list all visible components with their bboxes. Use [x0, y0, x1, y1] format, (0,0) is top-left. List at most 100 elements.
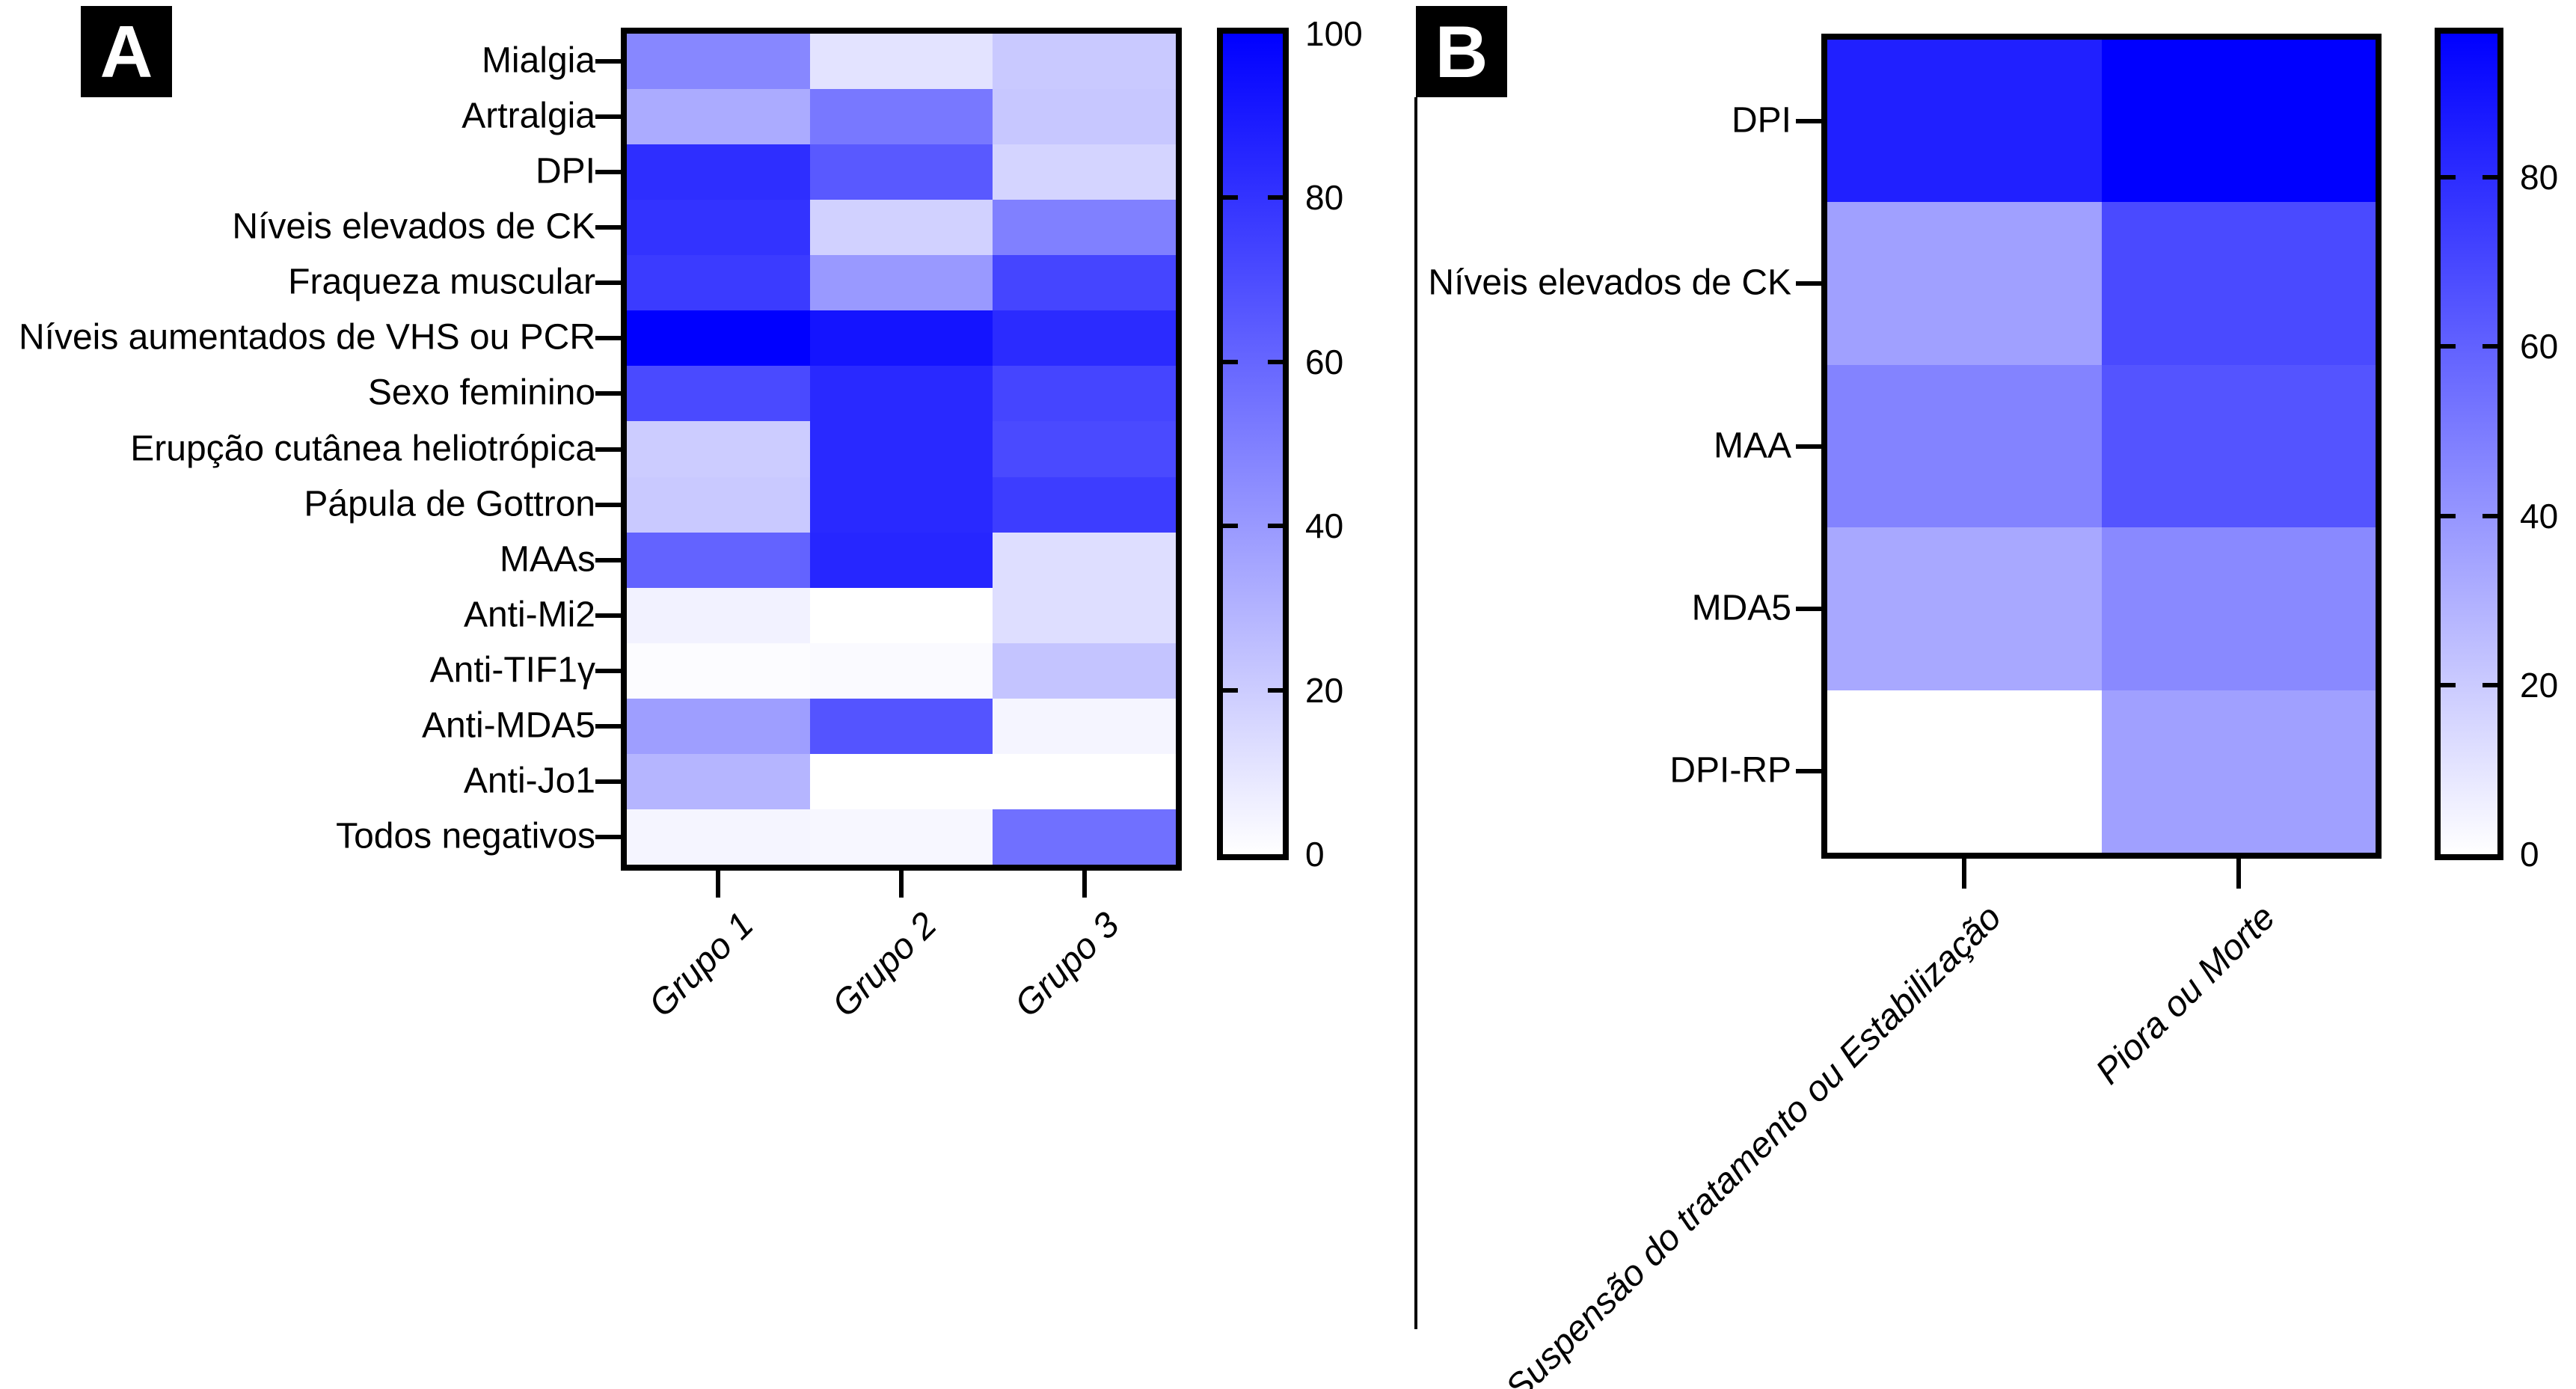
- row-tick: [595, 557, 621, 562]
- heatmap-cell: [993, 200, 1176, 256]
- heatmap-cell: [993, 366, 1176, 422]
- panel-b-row-labels: DPI Níveis elevados de CK MAA MDA5 DPI-RP: [1421, 40, 1796, 853]
- row-label: Artralgia: [461, 96, 595, 136]
- heatmap-cell: [1827, 202, 2102, 365]
- heatmap-cell: [627, 421, 810, 477]
- row-label: Sexo feminino: [367, 373, 595, 414]
- row-label: MDA5: [1691, 588, 1791, 628]
- colorbar-tick: [2483, 682, 2497, 687]
- heatmap-cell: [809, 89, 993, 145]
- heatmap-cell: [993, 698, 1176, 754]
- heatmap-cell: [627, 34, 810, 90]
- heatmap-cell: [993, 310, 1176, 367]
- row-label: DPI: [535, 151, 595, 191]
- heatmap-cell: [809, 698, 993, 754]
- heatmap-cell: [993, 587, 1176, 643]
- heatmap-cell: [627, 753, 810, 809]
- panel-b-label: B: [1435, 10, 1488, 93]
- row-tick: [1796, 606, 1821, 611]
- heatmap-cell: [627, 89, 810, 145]
- row-tick: [595, 225, 621, 230]
- column-tick: [899, 871, 904, 898]
- colorbar-tick-label: 100: [1305, 14, 1363, 53]
- heatmap-cell: [1827, 364, 2102, 528]
- heatmap-cell: [809, 753, 993, 809]
- panel-a-colorbar: [1217, 28, 1289, 860]
- column-tick: [716, 871, 721, 898]
- heatmap-cell: [627, 476, 810, 533]
- colorbar-tick-label: 0: [1305, 835, 1325, 874]
- heatmap-cell: [627, 200, 810, 256]
- colorbar-tick-label: 60: [2520, 327, 2559, 367]
- row-tick: [595, 114, 621, 120]
- column-tick: [1082, 871, 1087, 898]
- row-label: MAA: [1713, 426, 1791, 466]
- row-label: Anti-Jo1: [463, 761, 595, 801]
- row-label: Níveis aumentados de VHS ou PCR: [18, 317, 595, 358]
- heatmap-cell: [809, 200, 993, 256]
- colorbar-tick: [1268, 195, 1283, 200]
- heatmap-cell: [993, 34, 1176, 90]
- heatmap-cell: [627, 587, 810, 643]
- heatmap-cell: [2101, 202, 2376, 365]
- row-label: MAAs: [499, 539, 595, 580]
- row-tick: [595, 447, 621, 452]
- heatmap-cell: [809, 809, 993, 865]
- heatmap-cell: [1827, 690, 2102, 853]
- colorbar-tick: [1223, 195, 1238, 200]
- row-tick: [595, 170, 621, 175]
- panel-a-label: A: [99, 10, 153, 93]
- heatmap-cell: [993, 643, 1176, 699]
- row-label: Erupção cutânea heliotrópica: [130, 429, 595, 469]
- heatmap-cell: [809, 532, 993, 588]
- row-label: Anti-Mi2: [463, 595, 595, 635]
- panel-a-heatmap: [621, 28, 1182, 871]
- colorbar-tick: [1268, 687, 1283, 693]
- row-label: DPI-RP: [1669, 750, 1791, 791]
- row-tick: [1796, 769, 1821, 774]
- heatmap-cell: [993, 89, 1176, 145]
- panel-a-label-box: A: [81, 6, 172, 97]
- colorbar-tick-label: 80: [1305, 178, 1344, 218]
- colorbar-tick-label: 40: [2520, 496, 2559, 536]
- heatmap-cell: [809, 421, 993, 477]
- heatmap-cell: [2101, 527, 2376, 690]
- panel-a-row-labels: Mialgia Artralgia DPI Níveis elevados de CK…: [0, 34, 600, 865]
- panel-divider-line: [1414, 97, 1417, 1329]
- row-tick: [595, 336, 621, 341]
- heatmap-cell: [809, 144, 993, 200]
- colorbar-tick: [2441, 175, 2456, 180]
- heatmap-cell: [2101, 364, 2376, 528]
- row-label: Níveis elevados de CK: [1428, 263, 1791, 303]
- row-tick: [595, 723, 621, 729]
- heatmap-cell: [809, 255, 993, 311]
- heatmap-cell: [809, 643, 993, 699]
- heatmap-cell: [809, 310, 993, 367]
- heatmap-cell: [809, 34, 993, 90]
- heatmap-cell: [809, 476, 993, 533]
- heatmap-cell: [2101, 690, 2376, 853]
- row-tick: [1796, 444, 1821, 449]
- colorbar-tick: [1223, 359, 1238, 364]
- row-tick: [595, 613, 621, 618]
- heatmap-cell: [1827, 40, 2102, 203]
- row-tick: [595, 59, 621, 64]
- colorbar-tick: [2441, 682, 2456, 687]
- row-tick: [595, 391, 621, 396]
- column-label: Suspensão do tratamento ou Estabilização: [1497, 897, 2009, 1389]
- row-tick: [595, 668, 621, 673]
- heatmap-cell: [809, 587, 993, 643]
- heatmap-cell: [627, 366, 810, 422]
- colorbar-gradient: [1223, 34, 1283, 854]
- column-tick: [2236, 859, 2241, 889]
- colorbar-tick-label: 60: [1305, 342, 1344, 381]
- colorbar-tick: [2483, 344, 2497, 349]
- colorbar-tick: [2483, 175, 2497, 180]
- heatmap-cell: [627, 809, 810, 865]
- colorbar-tick-label: 20: [1305, 670, 1344, 710]
- column-tick: [1962, 859, 1967, 889]
- heatmap-cell: [993, 476, 1176, 533]
- row-tick: [595, 834, 621, 839]
